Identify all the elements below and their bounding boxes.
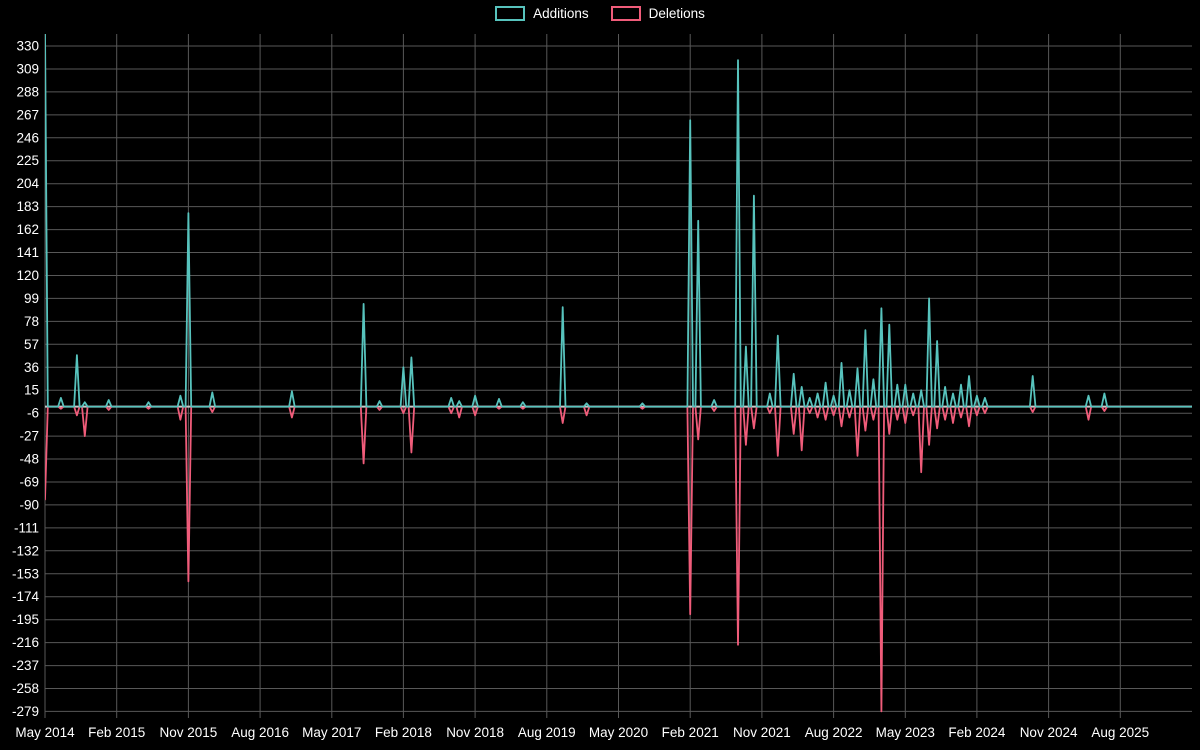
svg-text:Aug 2019: Aug 2019 [518,725,576,740]
svg-text:246: 246 [16,130,39,145]
svg-text:-216: -216 [12,635,39,650]
svg-text:78: 78 [24,314,39,329]
svg-text:120: 120 [16,268,39,283]
svg-text:Feb 2015: Feb 2015 [88,725,145,740]
legend-item-deletions[interactable]: Deletions [610,5,705,21]
svg-text:330: 330 [16,39,39,54]
svg-text:-195: -195 [12,612,39,627]
svg-text:-132: -132 [12,543,39,558]
svg-text:Feb 2018: Feb 2018 [375,725,432,740]
svg-text:225: 225 [16,153,39,168]
svg-text:Aug 2022: Aug 2022 [805,725,863,740]
svg-text:Nov 2018: Nov 2018 [446,725,504,740]
svg-text:204: 204 [16,176,39,191]
svg-text:-153: -153 [12,566,39,581]
deletions-swatch-icon [610,6,641,21]
svg-text:Nov 2015: Nov 2015 [160,725,218,740]
additions-swatch-icon [495,6,526,21]
svg-text:267: 267 [16,107,39,122]
svg-text:-48: -48 [19,452,39,467]
legend-label-additions: Additions [533,5,589,21]
svg-text:15: 15 [24,383,39,398]
svg-text:Feb 2024: Feb 2024 [948,725,1006,740]
svg-text:-27: -27 [19,429,39,444]
svg-text:57: 57 [24,337,39,352]
svg-text:309: 309 [16,62,39,77]
svg-text:May 2014: May 2014 [15,725,75,740]
svg-text:Nov 2024: Nov 2024 [1020,725,1078,740]
svg-text:-6: -6 [27,406,39,421]
svg-text:-258: -258 [12,681,39,696]
svg-text:-237: -237 [12,658,39,673]
svg-text:May 2023: May 2023 [876,725,935,740]
svg-text:Aug 2016: Aug 2016 [231,725,289,740]
svg-text:-69: -69 [19,475,39,490]
svg-text:141: 141 [16,245,39,260]
legend-label-deletions: Deletions [648,5,705,21]
legend-item-additions[interactable]: Additions [495,6,589,21]
chart-legend: Additions Deletions [0,6,1200,21]
svg-text:36: 36 [24,360,39,375]
svg-text:Nov 2021: Nov 2021 [733,725,791,740]
svg-text:-174: -174 [12,589,40,604]
svg-text:162: 162 [16,222,39,237]
svg-text:May 2020: May 2020 [589,725,648,740]
svg-text:-111: -111 [14,520,39,535]
svg-text:-90: -90 [19,497,39,512]
svg-text:183: 183 [16,199,39,214]
svg-text:-279: -279 [12,704,39,719]
svg-text:288: 288 [16,84,39,99]
svg-text:Aug 2025: Aug 2025 [1091,725,1149,740]
svg-text:May 2017: May 2017 [302,725,361,740]
svg-text:Feb 2021: Feb 2021 [662,725,719,740]
svg-text:99: 99 [24,291,39,306]
